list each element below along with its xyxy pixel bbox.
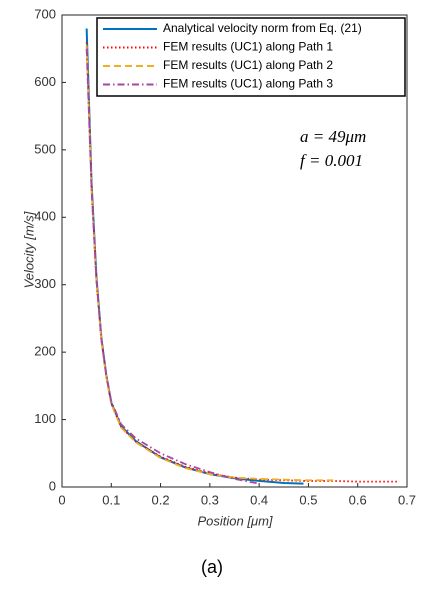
y-axis-label: Velocity [m/s] xyxy=(21,211,36,288)
legend-label: FEM results (UC1) along Path 2 xyxy=(163,58,333,72)
x-tick-label: 0.7 xyxy=(398,492,416,507)
y-tick-label: 0 xyxy=(49,478,56,493)
x-tick-label: 0 xyxy=(58,492,65,507)
series-line xyxy=(85,45,334,482)
y-tick-label: 600 xyxy=(34,74,56,89)
series-line xyxy=(85,41,398,483)
series-line xyxy=(85,48,260,485)
x-tick-label: 0.2 xyxy=(152,492,170,507)
x-tick-label: 0.1 xyxy=(102,492,120,507)
annotation: a = 49μm xyxy=(300,127,366,146)
x-tick-label: 0.4 xyxy=(250,492,268,507)
legend-label: FEM results (UC1) along Path 3 xyxy=(163,77,333,91)
x-axis-label: Position [μm] xyxy=(197,513,272,528)
y-tick-label: 700 xyxy=(34,6,56,21)
y-tick-label: 500 xyxy=(34,141,56,156)
legend-box xyxy=(96,17,406,97)
annotation: f = 0.001 xyxy=(300,151,363,170)
x-tick-label: 0.5 xyxy=(299,492,317,507)
x-tick-label: 0.6 xyxy=(349,492,367,507)
series-line xyxy=(85,28,304,485)
caption: (a) xyxy=(201,557,223,577)
x-tick-label: 0.3 xyxy=(201,492,219,507)
y-tick-label: 400 xyxy=(34,209,56,224)
legend-label: Analytical velocity norm from Eq. (21) xyxy=(163,21,362,35)
y-tick-label: 100 xyxy=(34,411,56,426)
plot-frame xyxy=(61,14,408,488)
y-tick-label: 200 xyxy=(34,344,56,359)
y-tick-label: 300 xyxy=(34,276,56,291)
legend-label: FEM results (UC1) along Path 1 xyxy=(163,40,333,54)
